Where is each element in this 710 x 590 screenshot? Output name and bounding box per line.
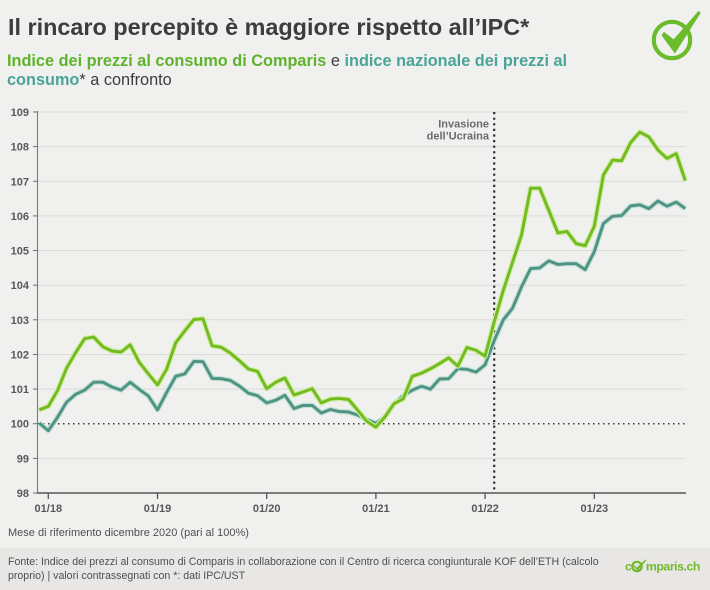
svg-text:100: 100 (11, 419, 29, 431)
svg-text:102: 102 (11, 350, 29, 362)
svg-text:01/21: 01/21 (362, 503, 390, 515)
svg-text:109: 109 (11, 107, 29, 119)
svg-text:106: 106 (11, 211, 29, 223)
svg-text:Invasione: Invasione (438, 118, 489, 130)
svg-text:01/22: 01/22 (471, 503, 499, 515)
svg-text:99: 99 (17, 453, 29, 465)
svg-text:01/20: 01/20 (253, 503, 281, 515)
svg-text:101: 101 (11, 384, 29, 396)
svg-text:108: 108 (11, 142, 29, 154)
svg-text:104: 104 (11, 280, 30, 292)
svg-text:01/18: 01/18 (35, 503, 63, 515)
svg-text:dell’Ucraina: dell’Ucraina (427, 131, 490, 143)
svg-text:105: 105 (11, 246, 29, 258)
svg-text:107: 107 (11, 176, 29, 188)
svg-text:01/23: 01/23 (581, 503, 609, 515)
svg-text:98: 98 (17, 488, 29, 500)
svg-text:103: 103 (11, 315, 29, 327)
svg-text:01/19: 01/19 (144, 503, 172, 515)
